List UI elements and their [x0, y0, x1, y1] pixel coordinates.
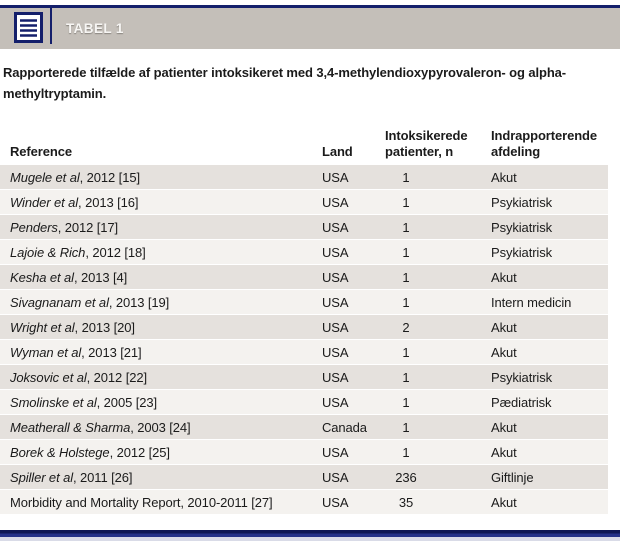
table-row: Sivagnanam et al, 2013 [19] USA 1 Intern me… [0, 290, 608, 315]
patient-count-cell: 1 [402, 444, 410, 460]
header-separator [50, 8, 52, 44]
land-cell: USA [322, 344, 349, 360]
top-rule [0, 5, 620, 8]
land-cell: USA [322, 319, 349, 335]
land-cell: USA [322, 494, 349, 510]
table-row: Morbidity and Mortality Report, 2010-201… [0, 490, 608, 515]
table-column-headers: Reference Land Intoksikerede patienter, … [0, 128, 608, 160]
table-row: Lajoie & Rich, 2012 [18] USA 1 Psykiatrisk [0, 240, 608, 265]
land-cell: USA [322, 294, 349, 310]
reference-cell: Morbidity and Mortality Report, 2010-201… [10, 494, 273, 510]
reference-cell: Wyman et al, 2013 [21] [10, 344, 142, 360]
column-header-reference: Reference [10, 144, 72, 159]
table-row: Smolinske et al, 2005 [23] USA 1 Pædiatrisk [0, 390, 608, 415]
department-cell: Akut [491, 444, 517, 460]
department-cell: Akut [491, 169, 517, 185]
land-cell: USA [322, 369, 349, 385]
table-row: Wright et al, 2013 [20] USA 2 Akut [0, 315, 608, 340]
reference-cell: Penders, 2012 [17] [10, 219, 119, 235]
column-header-land: Land [322, 144, 353, 159]
land-cell: USA [322, 244, 349, 260]
reference-cell: Wright et al, 2013 [20] [10, 319, 135, 335]
land-cell: Canada [322, 419, 367, 435]
patient-count-cell: 1 [402, 394, 410, 410]
patient-count-cell: 1 [402, 219, 410, 235]
bottom-rule-shadow [0, 537, 620, 541]
land-cell: USA [322, 169, 349, 185]
patient-count-cell: 35 [398, 494, 414, 510]
table-figure: TABEL 1 Rapporterede tilfælde af patient… [0, 5, 620, 549]
caption-line-2: methyltryptamin. [3, 86, 107, 101]
patient-count-cell: 1 [402, 344, 410, 360]
patient-count-cell: 1 [402, 269, 410, 285]
table-row: Winder et al, 2013 [16] USA 1 Psykiatrisk [0, 190, 608, 215]
table-row: Meatherall & Sharma, 2003 [24] Canada 1 Aku… [0, 415, 608, 440]
table-row: Wyman et al, 2013 [21] USA 1 Akut [0, 340, 608, 365]
patient-count-cell: 1 [402, 194, 410, 210]
patient-count-cell: 1 [402, 369, 410, 385]
table-row: Mugele et al, 2012 [15] USA 1 Akut [0, 165, 608, 190]
column-header-patient-count: Intoksikerede patienter, n [385, 128, 468, 159]
department-cell: Giftlinje [491, 469, 534, 485]
department-cell: Akut [491, 419, 517, 435]
patient-count-cell: 1 [402, 244, 410, 260]
reference-cell: Mugele et al, 2012 [15] [10, 169, 140, 185]
table-row: Kesha et al, 2013 [4] USA 1 Akut [0, 265, 608, 290]
department-cell: Pædiatrisk [491, 394, 552, 410]
table-body: Mugele et al, 2012 [15] USA 1 Akut Winder et… [0, 165, 608, 515]
caption-line-1: Rapporterede tilfælde af patienter intok… [3, 65, 567, 80]
reference-cell: Smolinske et al, 2005 [23] [10, 394, 157, 410]
reference-cell: Joksovic et al, 2012 [22] [10, 369, 147, 385]
department-cell: Intern medicin [491, 294, 572, 310]
land-cell: USA [322, 219, 349, 235]
reference-cell: Spiller et al, 2011 [26] [10, 469, 133, 485]
patient-count-cell: 1 [402, 294, 410, 310]
patient-count-cell: 1 [402, 419, 410, 435]
table-row: Penders, 2012 [17] USA 1 Psykiatrisk [0, 215, 608, 240]
bottom-rule [0, 530, 620, 537]
department-cell: Akut [491, 319, 517, 335]
table-list-icon [14, 12, 43, 43]
land-cell: USA [322, 194, 349, 210]
table-row: Borek & Holstege, 2012 [25] USA 1 Akut [0, 440, 608, 465]
department-cell: Akut [491, 344, 517, 360]
patient-count-cell: 2 [402, 319, 410, 335]
land-cell: USA [322, 444, 349, 460]
reference-cell: Borek & Holstege, 2012 [25] [10, 444, 170, 460]
reference-cell: Lajoie & Rich, 2012 [18] [10, 244, 146, 260]
department-cell: Psykiatrisk [491, 219, 553, 235]
patient-count-cell: 236 [395, 469, 417, 485]
department-cell: Psykiatrisk [491, 244, 553, 260]
patient-count-cell: 1 [402, 169, 410, 185]
table-tag-label: TABEL 1 [66, 21, 124, 36]
land-cell: USA [322, 269, 349, 285]
table-row: Joksovic et al, 2012 [22] USA 1 Psykiatrisk [0, 365, 608, 390]
reference-cell: Meatherall & Sharma, 2003 [24] [10, 419, 191, 435]
table-caption: Rapporterede tilfælde af patienter intok… [3, 62, 614, 104]
land-cell: USA [322, 394, 349, 410]
reference-cell: Kesha et al, 2013 [4] [10, 269, 128, 285]
department-cell: Psykiatrisk [491, 369, 553, 385]
department-cell: Akut [491, 269, 517, 285]
table-header-bar: TABEL 1 [0, 8, 620, 49]
land-cell: USA [322, 469, 349, 485]
department-cell: Psykiatrisk [491, 194, 553, 210]
column-header-department: Indrapporterende afdeling [491, 128, 598, 159]
reference-cell: Winder et al, 2013 [16] [10, 194, 139, 210]
department-cell: Akut [491, 494, 517, 510]
table-row: Spiller et al, 2011 [26] USA 236 Giftlinje [0, 465, 608, 490]
reference-cell: Sivagnanam et al, 2013 [19] [10, 294, 170, 310]
